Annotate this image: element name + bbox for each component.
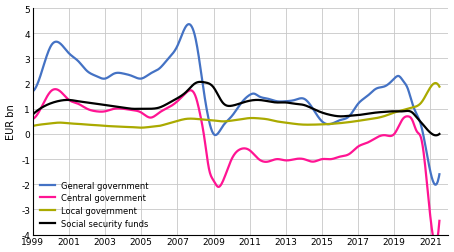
- Local government: [433, 82, 438, 85]
- Social security funds: [267, 101, 272, 104]
- Central government: [55, 89, 61, 92]
- Local government: [290, 122, 295, 125]
- General government: [290, 100, 295, 103]
- General government: [277, 101, 283, 104]
- Social security funds: [381, 111, 386, 114]
- Local government: [381, 115, 386, 118]
- Social security funds: [290, 103, 295, 106]
- Social security funds: [437, 133, 442, 136]
- Social security funds: [55, 100, 60, 103]
- Line: Central government: Central government: [33, 90, 439, 244]
- Local government: [277, 121, 283, 124]
- General government: [267, 98, 272, 101]
- Social security funds: [277, 102, 283, 105]
- Central government: [277, 158, 283, 161]
- Central government: [267, 160, 272, 163]
- Social security funds: [339, 115, 345, 118]
- General government: [55, 41, 60, 44]
- Local government: [339, 122, 345, 125]
- Central government: [290, 159, 295, 162]
- Y-axis label: EUR bn: EUR bn: [5, 104, 15, 140]
- Central government: [30, 118, 35, 121]
- General government: [381, 86, 386, 89]
- Line: Local government: Local government: [33, 84, 439, 128]
- Local government: [437, 86, 442, 89]
- Legend: General government, Central government, Local government, Social security funds: General government, Central government, …: [37, 178, 151, 231]
- Central government: [53, 88, 58, 91]
- Local government: [267, 119, 272, 122]
- General government: [30, 90, 35, 93]
- Central government: [437, 219, 442, 223]
- General government: [437, 173, 442, 176]
- Central government: [381, 134, 386, 137]
- Social security funds: [197, 81, 203, 84]
- Local government: [55, 122, 60, 125]
- Local government: [138, 127, 143, 130]
- General government: [186, 23, 192, 26]
- Local government: [30, 125, 35, 128]
- Line: Social security funds: Social security funds: [33, 83, 439, 136]
- Central government: [433, 242, 438, 245]
- General government: [433, 183, 438, 186]
- General government: [339, 119, 345, 122]
- Social security funds: [30, 113, 35, 116]
- Central government: [339, 155, 345, 158]
- Line: General government: General government: [33, 25, 439, 185]
- Social security funds: [433, 134, 439, 137]
